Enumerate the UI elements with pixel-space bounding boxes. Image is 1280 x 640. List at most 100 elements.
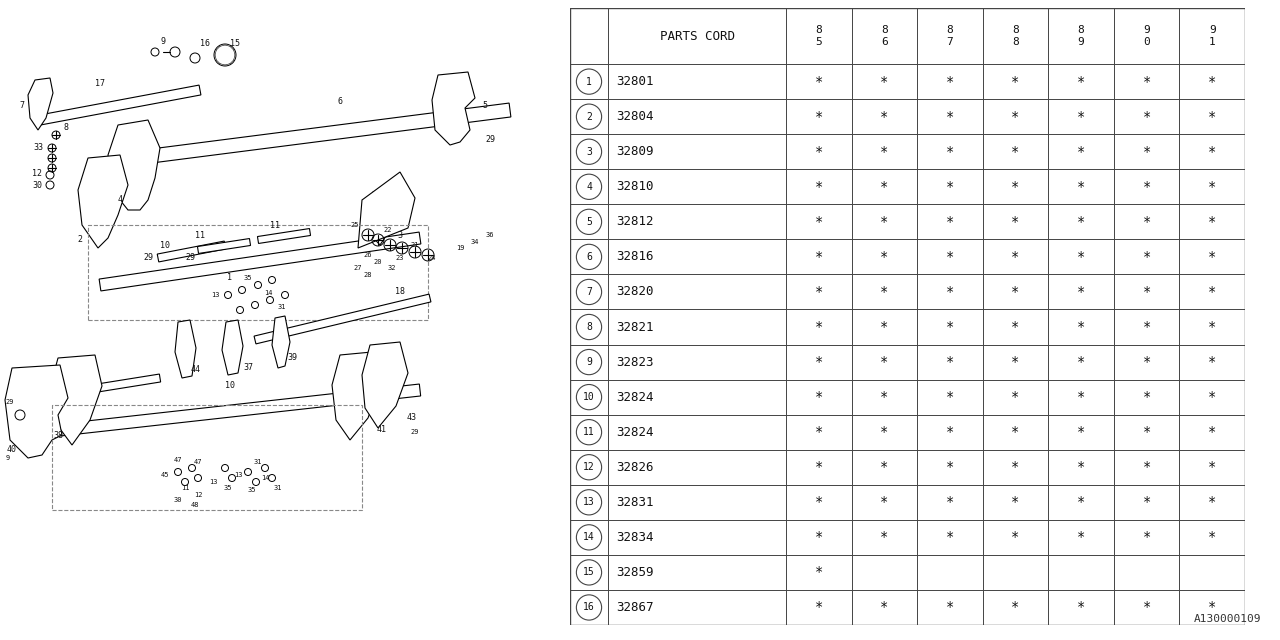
Text: *: * — [1143, 460, 1151, 474]
Text: 26: 26 — [364, 252, 372, 258]
Text: *: * — [1143, 390, 1151, 404]
Text: 13: 13 — [584, 497, 595, 508]
Text: 10: 10 — [160, 241, 170, 250]
Text: *: * — [1208, 320, 1216, 334]
Text: 47: 47 — [174, 457, 182, 463]
Text: *: * — [946, 180, 954, 194]
Polygon shape — [332, 352, 380, 440]
Text: *: * — [1011, 355, 1020, 369]
Text: *: * — [814, 460, 823, 474]
Text: 2: 2 — [586, 111, 591, 122]
Text: *: * — [1208, 75, 1216, 88]
Text: 38: 38 — [52, 431, 63, 440]
Polygon shape — [175, 320, 196, 378]
Text: 11: 11 — [584, 427, 595, 437]
Text: 8: 8 — [1012, 25, 1019, 35]
Text: *: * — [1011, 600, 1020, 614]
Text: *: * — [1011, 145, 1020, 159]
Text: 8: 8 — [64, 124, 69, 132]
Text: 5: 5 — [815, 37, 822, 47]
Text: 31: 31 — [253, 459, 262, 465]
Text: 43: 43 — [407, 413, 417, 422]
Text: 13: 13 — [234, 472, 242, 478]
Text: 8: 8 — [881, 25, 888, 35]
Text: *: * — [1143, 285, 1151, 299]
Polygon shape — [365, 190, 398, 245]
Text: 32812: 32812 — [616, 215, 654, 228]
Text: 16: 16 — [200, 38, 210, 47]
Text: 7: 7 — [19, 100, 24, 109]
Text: 9: 9 — [586, 357, 591, 367]
Text: 35: 35 — [224, 485, 232, 491]
Polygon shape — [273, 316, 291, 368]
Polygon shape — [28, 78, 52, 130]
Text: 8: 8 — [946, 25, 954, 35]
Text: *: * — [946, 425, 954, 439]
Text: *: * — [1011, 425, 1020, 439]
Polygon shape — [197, 239, 251, 253]
Text: *: * — [1143, 180, 1151, 194]
Text: 32831: 32831 — [616, 496, 654, 509]
Text: *: * — [814, 565, 823, 579]
Text: *: * — [814, 425, 823, 439]
Text: 17: 17 — [95, 79, 105, 88]
Text: *: * — [1076, 460, 1085, 474]
Text: *: * — [814, 390, 823, 404]
Text: 9: 9 — [160, 38, 165, 47]
Text: *: * — [881, 145, 888, 159]
Text: 3: 3 — [586, 147, 591, 157]
Text: 12: 12 — [584, 462, 595, 472]
Text: 41: 41 — [378, 426, 387, 435]
Text: *: * — [946, 531, 954, 545]
Text: *: * — [1076, 145, 1085, 159]
Text: 7: 7 — [946, 37, 954, 47]
Text: 6: 6 — [586, 252, 591, 262]
Text: 32809: 32809 — [616, 145, 654, 158]
Text: 29: 29 — [411, 429, 420, 435]
Text: 16: 16 — [584, 602, 595, 612]
Text: *: * — [1076, 425, 1085, 439]
Text: 15: 15 — [584, 568, 595, 577]
Text: *: * — [1208, 215, 1216, 229]
Text: 34: 34 — [471, 239, 479, 245]
Text: *: * — [1143, 250, 1151, 264]
Polygon shape — [59, 384, 421, 436]
Text: 32823: 32823 — [616, 356, 654, 369]
Text: A130000109: A130000109 — [1193, 614, 1261, 624]
Text: *: * — [946, 109, 954, 124]
Text: *: * — [1143, 145, 1151, 159]
Text: *: * — [1208, 285, 1216, 299]
Polygon shape — [99, 232, 421, 291]
Text: *: * — [881, 75, 888, 88]
Text: 12: 12 — [193, 492, 202, 498]
Polygon shape — [253, 294, 431, 344]
Text: *: * — [946, 285, 954, 299]
Polygon shape — [257, 228, 311, 243]
Text: *: * — [946, 320, 954, 334]
Text: 32820: 32820 — [616, 285, 654, 298]
Text: *: * — [1011, 531, 1020, 545]
Text: 22: 22 — [384, 227, 392, 233]
Text: 40: 40 — [6, 445, 17, 454]
Text: 10: 10 — [584, 392, 595, 402]
Text: 2: 2 — [78, 236, 82, 244]
Text: 30: 30 — [32, 180, 42, 189]
Text: *: * — [1208, 600, 1216, 614]
Text: 0: 0 — [1143, 37, 1149, 47]
Text: *: * — [814, 600, 823, 614]
Text: *: * — [946, 75, 954, 88]
Text: *: * — [1143, 425, 1151, 439]
Text: 48: 48 — [191, 502, 200, 508]
Polygon shape — [108, 120, 160, 210]
Text: *: * — [1143, 215, 1151, 229]
Text: 4: 4 — [118, 195, 123, 205]
Text: *: * — [1011, 75, 1020, 88]
Text: 5: 5 — [586, 217, 591, 227]
Text: *: * — [1076, 495, 1085, 509]
Polygon shape — [157, 241, 225, 262]
Text: 31: 31 — [274, 485, 283, 491]
Text: 32824: 32824 — [616, 390, 654, 404]
Text: *: * — [1076, 320, 1085, 334]
Text: 32824: 32824 — [616, 426, 654, 438]
Text: *: * — [814, 215, 823, 229]
